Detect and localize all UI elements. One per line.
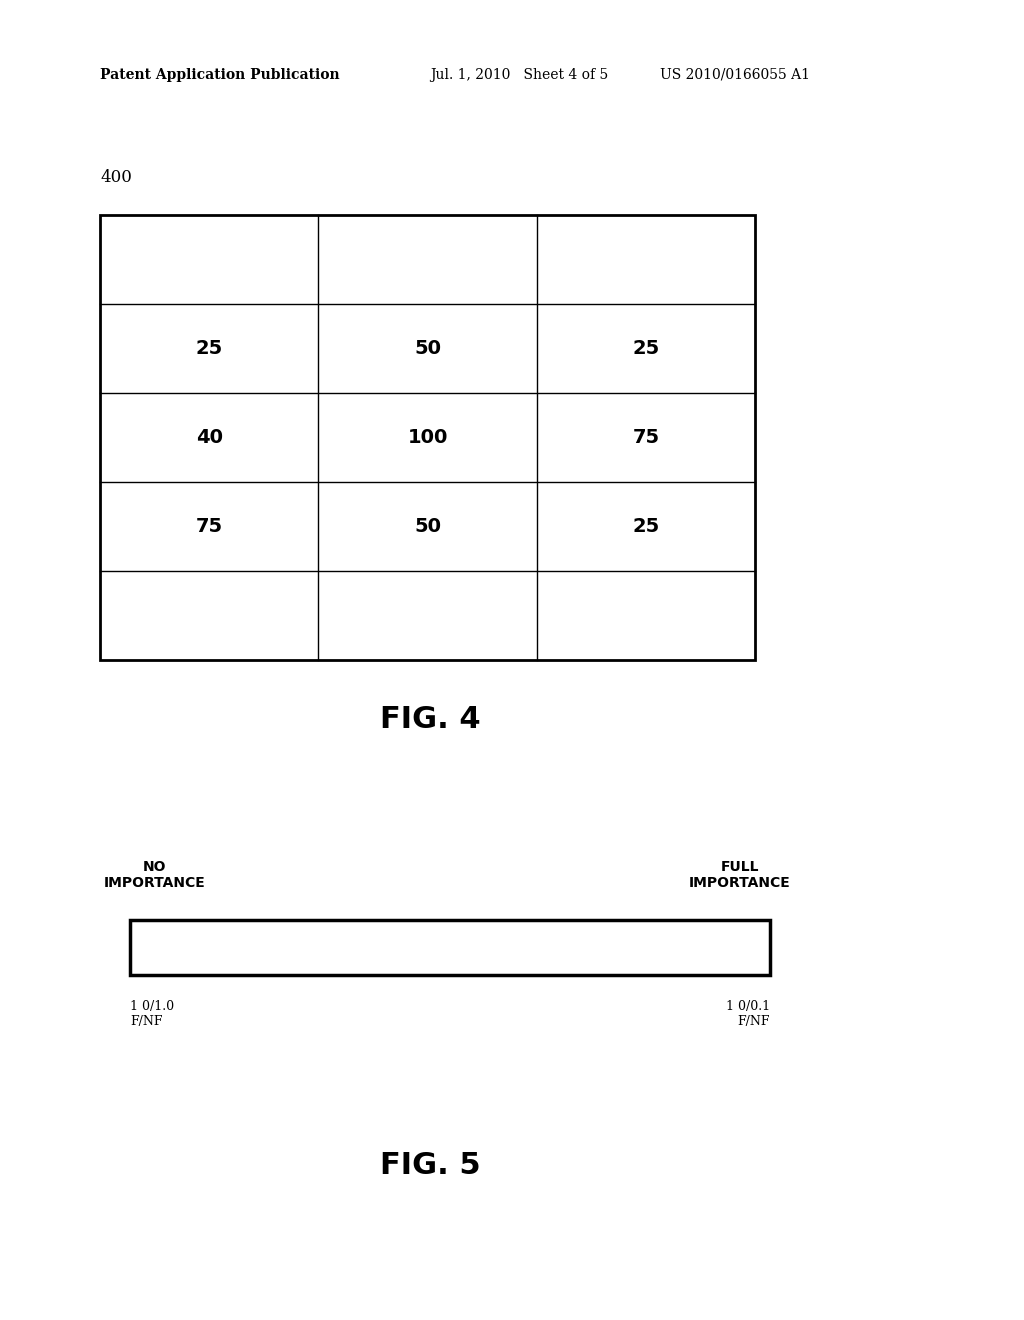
Text: 25: 25 [196,339,223,358]
Text: 50: 50 [414,517,441,536]
Text: FIG. 4: FIG. 4 [380,705,480,734]
Text: 1 0/0.1
F/NF: 1 0/0.1 F/NF [726,1001,770,1028]
Text: 75: 75 [196,517,223,536]
Bar [130,920,770,975]
Text: 40: 40 [196,428,222,447]
Text: 400: 400 [100,169,132,186]
Text: 25: 25 [632,517,659,536]
Text: Jul. 1, 2010   Sheet 4 of 5: Jul. 1, 2010 Sheet 4 of 5 [430,69,608,82]
Text: Patent Application Publication: Patent Application Publication [100,69,340,82]
Text: NO
IMPORTANCE: NO IMPORTANCE [104,859,206,890]
Text: FIG. 5: FIG. 5 [380,1151,480,1180]
Bar [100,215,755,660]
Text: 25: 25 [632,339,659,358]
Text: 50: 50 [414,339,441,358]
Text: 1 0/1.0
F/NF: 1 0/1.0 F/NF [130,1001,174,1028]
Text: 75: 75 [632,428,659,447]
Text: FULL
IMPORTANCE: FULL IMPORTANCE [689,859,791,890]
Text: US 2010/0166055 A1: US 2010/0166055 A1 [660,69,810,82]
Text: 100: 100 [408,428,447,447]
